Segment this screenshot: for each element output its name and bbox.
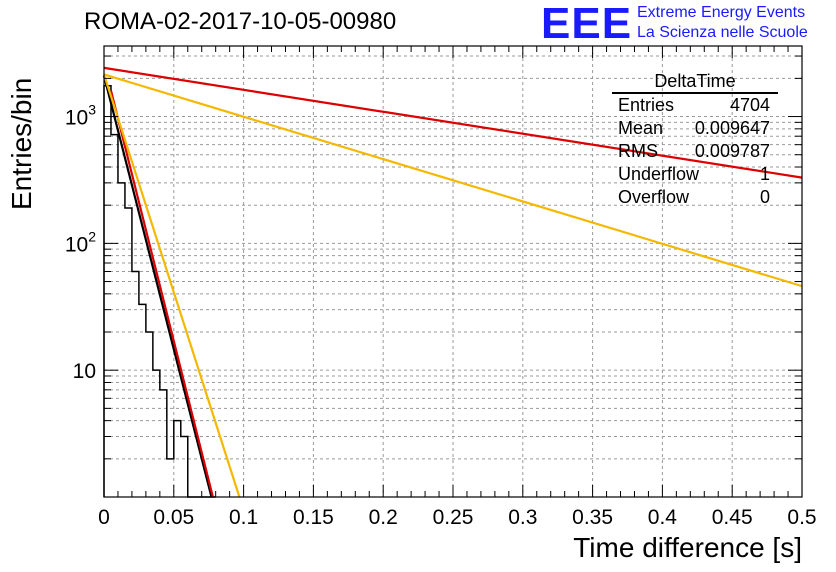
stats-box: DeltaTime Entries 4704 Mean 0.009647 RMS… bbox=[612, 70, 778, 209]
x-tick-label: 0 bbox=[98, 506, 110, 529]
y-tick-label: 103 bbox=[65, 102, 96, 130]
histogram-layer bbox=[103, 84, 216, 498]
stats-value: 4704 bbox=[729, 95, 770, 115]
axes-layer bbox=[103, 45, 803, 498]
chart-title: ROMA-02-2017-10-05-00980 bbox=[84, 8, 397, 35]
stats-row-overflow: Overflow 0 bbox=[612, 186, 778, 209]
y-tick-exponent: 2 bbox=[88, 228, 96, 244]
y-tick-base: 10 bbox=[65, 107, 88, 130]
stats-title: DeltaTime bbox=[612, 70, 778, 94]
stats-value: 1 bbox=[759, 164, 770, 184]
y-tick-label: 10 bbox=[73, 360, 96, 383]
stats-label: RMS bbox=[618, 141, 658, 161]
x-tick-label: 0.25 bbox=[433, 506, 474, 529]
x-tick-label: 0.15 bbox=[293, 506, 334, 529]
logo-line-1: Extreme Energy Events bbox=[637, 4, 806, 21]
y-tick-exponent: 3 bbox=[88, 102, 96, 118]
series-fit-black bbox=[102, 75, 213, 498]
stats-value: 0 bbox=[759, 187, 770, 207]
stats-row-rms: RMS 0.009787 bbox=[612, 140, 778, 163]
stats-value: 0.009647 bbox=[694, 118, 770, 138]
tick-labels-layer: 0 0.05 0.1 0.15 0.2 0.25 0.3 0.35 0.4 0.45 0.51010… bbox=[65, 102, 817, 529]
y-axis-label: Entries/bin bbox=[6, 77, 37, 210]
y-tick-label: 102 bbox=[65, 228, 96, 256]
stats-row-mean: Mean 0.009647 bbox=[612, 117, 778, 140]
eee-logo: EEE bbox=[541, 0, 633, 48]
stats-label: Overflow bbox=[618, 187, 690, 207]
x-axis-label: Time difference [s] bbox=[573, 532, 802, 563]
series-fit-orange-shallow bbox=[103, 73, 803, 288]
x-tick-label: 0.05 bbox=[153, 506, 194, 529]
x-tick-label: 0.2 bbox=[369, 506, 398, 529]
y-tick-base: 10 bbox=[65, 233, 88, 256]
series-fit-red-shallow bbox=[103, 66, 803, 179]
histogram-steps bbox=[103, 84, 216, 498]
x-tick-label: 0.1 bbox=[229, 506, 258, 529]
x-tick-label: 0.4 bbox=[648, 506, 678, 529]
stats-label: Mean bbox=[618, 118, 664, 138]
logo-line-2: La Scienza nelle Scuole bbox=[637, 24, 808, 41]
stats-row-entries: Entries 4704 bbox=[612, 94, 778, 117]
stats-row-underflow: Underflow 1 bbox=[612, 163, 778, 186]
grid-lines bbox=[104, 46, 802, 497]
x-tick-label: 0.35 bbox=[572, 506, 613, 529]
x-tick-label: 0.3 bbox=[508, 506, 537, 529]
x-tick-label: 0.45 bbox=[712, 506, 753, 529]
stats-label: Underflow bbox=[618, 164, 700, 184]
series-fit-orange-steep bbox=[102, 74, 241, 498]
x-tick-label: 0.5 bbox=[787, 506, 816, 529]
series-fit-red-steep bbox=[109, 90, 214, 498]
stats-value: 0.009787 bbox=[694, 141, 770, 161]
fit-lines-layer bbox=[102, 66, 803, 498]
y-tick-base: 10 bbox=[73, 360, 96, 383]
stats-label: Entries bbox=[618, 95, 675, 115]
